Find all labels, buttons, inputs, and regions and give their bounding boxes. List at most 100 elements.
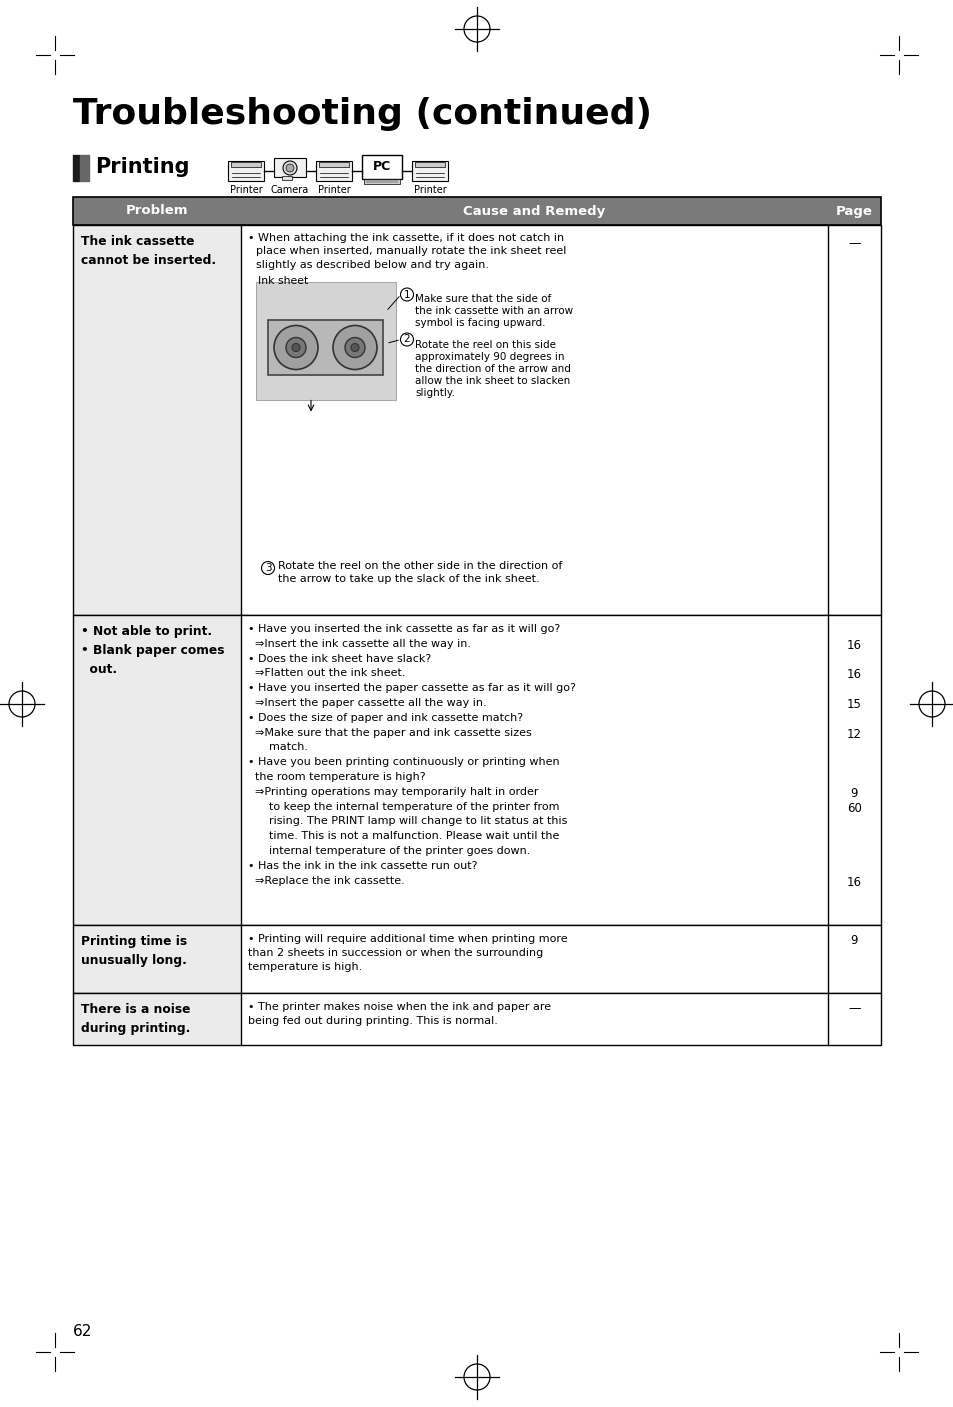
Bar — [241, 924, 880, 993]
Text: Camera: Camera — [271, 184, 309, 196]
Bar — [73, 615, 241, 924]
Text: Problem: Problem — [126, 204, 188, 218]
Circle shape — [351, 343, 358, 352]
Text: approximately 90 degrees in: approximately 90 degrees in — [415, 352, 564, 362]
Text: Page: Page — [835, 204, 872, 218]
Text: • Have you inserted the ink cassette as far as it will go?: • Have you inserted the ink cassette as … — [248, 623, 559, 635]
Bar — [412, 160, 448, 182]
Bar — [415, 162, 444, 167]
Bar — [80, 155, 89, 182]
Text: the ink cassette with an arrow: the ink cassette with an arrow — [415, 305, 573, 315]
Text: Rotate the reel on this side: Rotate the reel on this side — [415, 339, 556, 349]
Text: match.: match. — [248, 743, 308, 753]
Text: 16: 16 — [846, 639, 862, 651]
Text: slightly.: slightly. — [415, 387, 455, 398]
Bar — [361, 155, 401, 179]
Bar — [231, 162, 261, 167]
Text: ⇒Printing operations may temporarily halt in order: ⇒Printing operations may temporarily hal… — [248, 787, 537, 796]
Text: 12: 12 — [846, 727, 862, 740]
Circle shape — [274, 325, 317, 370]
Text: the arrow to take up the slack of the ink sheet.: the arrow to take up the slack of the in… — [277, 574, 539, 584]
Text: • Have you inserted the paper cassette as far as it will go?: • Have you inserted the paper cassette a… — [248, 684, 576, 694]
Text: Rotate the reel on the other side in the direction of: Rotate the reel on the other side in the… — [277, 561, 561, 571]
Text: 60: 60 — [846, 802, 861, 815]
Circle shape — [345, 338, 365, 357]
Text: symbol is facing upward.: symbol is facing upward. — [415, 318, 545, 328]
Text: • Does the ink sheet have slack?: • Does the ink sheet have slack? — [248, 654, 431, 664]
Bar — [73, 615, 880, 924]
Text: time. This is not a malfunction. Please wait until the: time. This is not a malfunction. Please … — [248, 832, 558, 841]
Text: Make sure that the side of: Make sure that the side of — [415, 294, 551, 304]
Text: allow the ink sheet to slacken: allow the ink sheet to slacken — [415, 376, 570, 386]
Bar — [73, 225, 241, 615]
Text: • Not able to print.
• Blank paper comes
  out.: • Not able to print. • Blank paper comes… — [81, 625, 224, 675]
Bar — [318, 162, 349, 167]
Text: 9: 9 — [850, 787, 858, 799]
Circle shape — [292, 343, 299, 352]
Text: slightly as described below and try again.: slightly as described below and try agai… — [255, 260, 489, 270]
Text: to keep the internal temperature of the printer from: to keep the internal temperature of the … — [248, 802, 558, 812]
Text: ⇒Replace the ink cassette.: ⇒Replace the ink cassette. — [248, 875, 404, 885]
Bar — [241, 615, 880, 924]
Text: 3: 3 — [264, 563, 271, 573]
Bar — [282, 176, 292, 180]
Bar — [73, 197, 880, 225]
Bar — [268, 319, 382, 374]
Text: • Does the size of paper and ink cassette match?: • Does the size of paper and ink cassett… — [248, 713, 522, 723]
Text: 2: 2 — [403, 335, 410, 345]
Text: rising. The PRINT lamp will change to lit status at this: rising. The PRINT lamp will change to li… — [248, 816, 567, 826]
Text: • Printing will require additional time when printing more
than 2 sheets in succ: • Printing will require additional time … — [248, 934, 567, 972]
Text: ⇒Insert the ink cassette all the way in.: ⇒Insert the ink cassette all the way in. — [248, 639, 471, 649]
Bar — [73, 155, 80, 182]
Text: the direction of the arrow and: the direction of the arrow and — [415, 363, 570, 373]
Bar — [241, 225, 880, 615]
Text: • When attaching the ink cassette, if it does not catch in: • When attaching the ink cassette, if it… — [248, 234, 563, 243]
Text: 9: 9 — [850, 934, 858, 947]
Text: internal temperature of the printer goes down.: internal temperature of the printer goes… — [248, 846, 530, 855]
Bar — [228, 160, 264, 182]
Text: • Has the ink in the ink cassette run out?: • Has the ink in the ink cassette run ou… — [248, 861, 477, 871]
Text: 1: 1 — [403, 290, 410, 300]
Text: PC: PC — [373, 160, 391, 173]
Bar — [73, 993, 241, 1045]
Circle shape — [286, 165, 294, 172]
Text: There is a noise
during printing.: There is a noise during printing. — [81, 1003, 191, 1036]
Bar — [255, 281, 395, 400]
Text: Printer: Printer — [230, 184, 262, 196]
Bar — [315, 160, 352, 182]
Text: the room temperature is high?: the room temperature is high? — [248, 772, 425, 782]
Text: Cause and Remedy: Cause and Remedy — [463, 204, 605, 218]
Text: ⇒Flatten out the ink sheet.: ⇒Flatten out the ink sheet. — [248, 668, 405, 678]
Bar — [73, 225, 880, 615]
Bar — [274, 158, 306, 177]
Text: 15: 15 — [846, 698, 861, 711]
Text: 16: 16 — [846, 668, 862, 681]
Text: • The printer makes noise when the ink and paper are
being fed out during printi: • The printer makes noise when the ink a… — [248, 1002, 551, 1026]
Bar — [73, 993, 880, 1045]
Text: ⇒Insert the paper cassette all the way in.: ⇒Insert the paper cassette all the way i… — [248, 698, 486, 708]
Text: 16: 16 — [846, 875, 862, 889]
Bar — [241, 993, 880, 1045]
Text: —: — — [847, 236, 860, 250]
Text: place when inserted, manually rotate the ink sheet reel: place when inserted, manually rotate the… — [255, 246, 566, 256]
Bar — [73, 924, 241, 993]
Text: Printer: Printer — [317, 184, 350, 196]
Text: Printing time is
unusually long.: Printing time is unusually long. — [81, 936, 187, 967]
Circle shape — [333, 325, 376, 370]
Circle shape — [261, 561, 274, 574]
Circle shape — [286, 338, 306, 357]
Text: 62: 62 — [73, 1324, 92, 1339]
Circle shape — [283, 160, 296, 174]
Circle shape — [400, 288, 413, 301]
Text: —: — — [847, 1002, 860, 1014]
Text: The ink cassette
cannot be inserted.: The ink cassette cannot be inserted. — [81, 235, 216, 267]
Text: • Have you been printing continuously or printing when: • Have you been printing continuously or… — [248, 757, 559, 767]
Text: Printing: Printing — [95, 158, 190, 177]
Text: ⇒Make sure that the paper and ink cassette sizes: ⇒Make sure that the paper and ink casset… — [248, 727, 531, 737]
Text: Printer: Printer — [414, 184, 446, 196]
Circle shape — [400, 333, 413, 346]
Bar — [364, 179, 399, 184]
Text: Ink sheet: Ink sheet — [257, 276, 308, 286]
Bar — [73, 924, 880, 993]
Text: Troubleshooting (continued): Troubleshooting (continued) — [73, 97, 651, 131]
